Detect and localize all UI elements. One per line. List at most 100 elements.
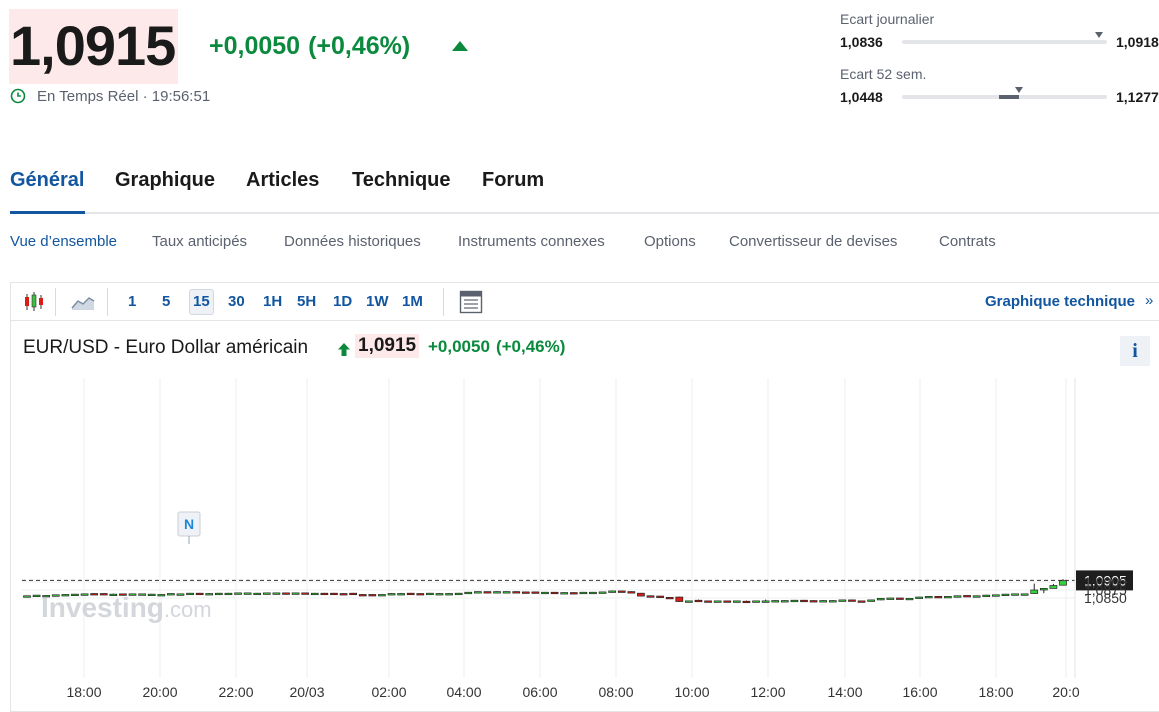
tab-forum[interactable]: Forum	[482, 169, 545, 191]
chart-axes: 18:00 20:00 22:00 20/03 02:00 04:00 06:00 08:00…	[66, 378, 1127, 700]
candle-down	[627, 591, 636, 594]
tab-technical[interactable]: Technique	[352, 169, 451, 191]
subtab-contracts[interactable]: Contrats	[939, 233, 996, 250]
double-chevron-right-icon[interactable]: »	[1145, 292, 1154, 309]
tab-general[interactable]: Général	[10, 169, 85, 191]
timeframe-5h[interactable]: 5H	[297, 293, 317, 310]
chart-title-change-percent: (+0,46%)	[495, 337, 566, 356]
subtab-historical-data[interactable]: Données historiques	[284, 233, 421, 250]
candle-down	[617, 590, 626, 593]
candle-down	[742, 600, 751, 604]
chart-title-change: +0,0050 (+0,46%)	[428, 337, 565, 357]
toolbar-divider	[11, 320, 1159, 321]
candle-down	[896, 597, 904, 600]
price-highlight-box	[9, 9, 178, 84]
candle-up	[1011, 593, 1019, 596]
candle-down	[512, 591, 521, 594]
chart-grid	[22, 378, 1075, 678]
candle-up	[262, 592, 271, 595]
subtab-forward-rates[interactable]: Taux anticipés	[152, 233, 248, 250]
clock-icon	[10, 88, 26, 104]
chart-pair-name: EUR/USD - Euro Dollar américain	[23, 337, 309, 358]
candle-up	[685, 600, 693, 603]
daily-range-marker	[1094, 32, 1103, 38]
candle-down	[848, 599, 856, 602]
week52-range-fill	[998, 95, 1019, 99]
y-tick-label: 1,0875	[1084, 582, 1127, 598]
technical-chart-link[interactable]: Graphique technique	[985, 293, 1136, 310]
candlestick-icon[interactable]	[21, 289, 47, 315]
info-button[interactable]: i	[1120, 336, 1150, 366]
candle-up	[378, 594, 386, 597]
candle-up	[310, 592, 319, 596]
arrow-up-icon	[338, 343, 350, 356]
candle-up	[1030, 589, 1039, 594]
area-chart-icon[interactable]	[70, 289, 96, 315]
candle-up	[915, 596, 923, 599]
candle-up	[502, 591, 511, 594]
candle-up	[109, 593, 118, 597]
candle-up	[291, 592, 300, 595]
candle-down	[349, 592, 357, 596]
active-tab-underline	[10, 211, 85, 214]
x-tick-label: 20/03	[289, 684, 324, 700]
candle-up	[464, 591, 473, 595]
chart-title-change-value: +0,0050	[428, 337, 490, 356]
timeframe-5[interactable]: 5	[162, 293, 171, 310]
candle-up	[598, 591, 607, 594]
news-marker[interactable]: N	[177, 511, 201, 544]
candle-up	[272, 592, 281, 595]
candle-down	[358, 594, 367, 597]
toolbar-separator	[107, 288, 108, 316]
candle-down	[406, 592, 415, 596]
timeframe-1m[interactable]: 1M	[402, 293, 423, 310]
candle-down	[301, 592, 310, 595]
subtab-overview[interactable]: Vue d’ensemble	[10, 233, 118, 250]
timeframe-30[interactable]: 30	[228, 293, 245, 310]
timeframe-1d[interactable]: 1D	[333, 293, 353, 310]
timeframe-1[interactable]: 1	[128, 293, 137, 310]
table-icon[interactable]	[458, 289, 484, 315]
timeframe-15[interactable]: 15	[189, 289, 214, 315]
last-price: 1,0915	[10, 14, 176, 77]
news-marker-label: N	[184, 516, 194, 532]
candle-up	[205, 593, 214, 596]
candle-up	[42, 595, 51, 598]
candle-down	[675, 596, 684, 602]
candle-up	[992, 594, 1000, 597]
week52-range-low: 1,0448	[840, 89, 883, 105]
tabs-divider	[10, 212, 1159, 214]
candle-up	[32, 594, 41, 597]
y-tick-label: 1,0850	[1084, 590, 1127, 606]
candle-down	[857, 600, 866, 603]
candle-up	[397, 593, 405, 596]
candles	[23, 579, 1067, 604]
candle-up	[138, 593, 146, 596]
tab-chart[interactable]: Graphique	[115, 169, 216, 191]
x-tick-label: 08:00	[598, 684, 633, 700]
timeframe-1w[interactable]: 1W	[366, 293, 389, 310]
subtab-currency-converter[interactable]: Convertisseur de devises	[729, 233, 898, 250]
candle-up	[176, 593, 185, 596]
candle-up	[224, 592, 233, 596]
candle-down	[550, 591, 559, 595]
candle-up	[186, 592, 194, 596]
candle-down	[665, 597, 674, 600]
candle-up	[771, 600, 780, 603]
trend-up-icon	[452, 41, 468, 51]
tab-articles[interactable]: Articles	[246, 169, 320, 191]
x-tick-label: 16:00	[902, 684, 937, 700]
candle-up	[435, 593, 444, 596]
x-tick-label: 02:00	[371, 684, 406, 700]
candle-up	[215, 592, 223, 596]
subtab-options[interactable]: Options	[644, 233, 696, 250]
candle-up	[234, 592, 242, 595]
timeframe-1h[interactable]: 1H	[263, 293, 283, 310]
daily-range-low: 1,0836	[840, 34, 883, 50]
watermark-suffix: .com	[164, 597, 212, 622]
candle-up	[1001, 593, 1010, 597]
x-tick-label: 10:00	[674, 684, 709, 700]
candle-down	[809, 600, 818, 603]
subtab-related-instruments[interactable]: Instruments connexes	[458, 233, 605, 250]
